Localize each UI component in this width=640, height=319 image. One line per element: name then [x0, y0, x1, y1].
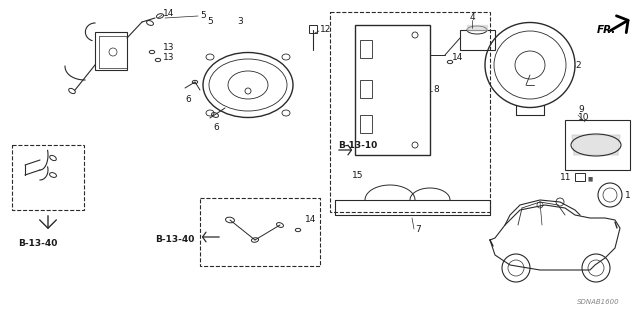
Bar — [460, 30, 495, 50]
Bar — [360, 115, 372, 133]
Text: B-13-40: B-13-40 — [18, 239, 58, 248]
Bar — [309, 25, 317, 33]
Bar — [330, 12, 490, 212]
Text: 14: 14 — [452, 54, 463, 63]
Text: 14: 14 — [163, 10, 174, 19]
Text: FR.: FR. — [597, 25, 616, 35]
Text: 4: 4 — [470, 13, 476, 23]
Text: ■: ■ — [587, 176, 592, 182]
Text: 13: 13 — [163, 43, 175, 53]
Text: 11: 11 — [560, 174, 572, 182]
Bar — [360, 80, 372, 98]
Text: 10: 10 — [578, 114, 589, 122]
Bar — [360, 40, 372, 58]
Text: 5: 5 — [200, 11, 205, 19]
Text: B-13-40: B-13-40 — [155, 235, 195, 244]
Bar — [355, 25, 430, 155]
Text: 6: 6 — [213, 123, 219, 132]
Text: 3: 3 — [237, 18, 243, 26]
Text: 13: 13 — [163, 54, 175, 63]
Text: 7: 7 — [415, 226, 420, 234]
Bar — [200, 198, 320, 266]
Text: 5: 5 — [207, 18, 212, 26]
Text: 2: 2 — [575, 61, 580, 70]
Polygon shape — [572, 135, 620, 155]
Text: 9: 9 — [578, 106, 584, 115]
Text: 1: 1 — [625, 190, 631, 199]
Text: 14: 14 — [305, 216, 316, 225]
Text: 12: 12 — [320, 26, 332, 34]
Bar — [565, 120, 630, 170]
Bar — [95, 32, 127, 70]
Bar — [575, 173, 585, 181]
Text: 6: 6 — [185, 95, 191, 105]
Text: B-13-10: B-13-10 — [338, 140, 377, 150]
Bar — [12, 145, 84, 210]
Text: SDNAB1600: SDNAB1600 — [577, 299, 620, 305]
Text: 8: 8 — [433, 85, 439, 94]
Text: 15: 15 — [352, 170, 364, 180]
